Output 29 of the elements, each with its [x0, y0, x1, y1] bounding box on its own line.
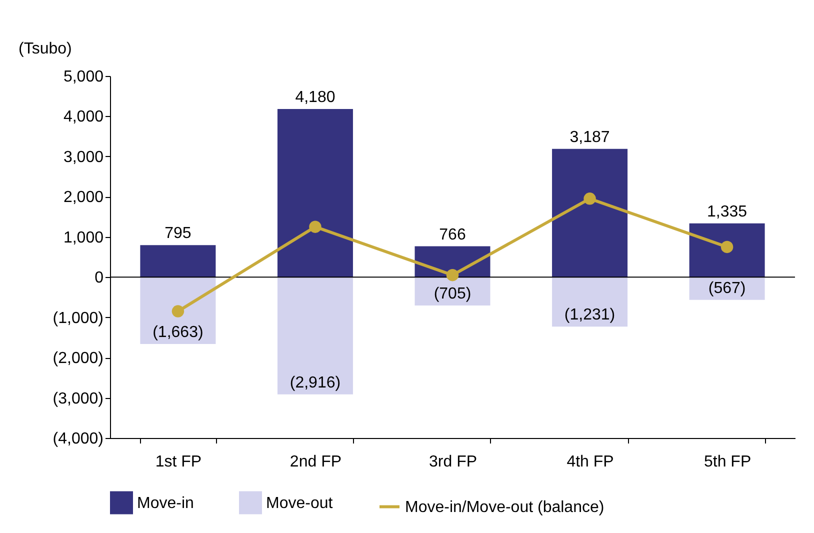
y-tick-label: 3,000	[63, 148, 104, 166]
y-axis-title: (Tsubo)	[18, 40, 72, 58]
y-tick-label: 4,000	[63, 108, 104, 126]
data-label: (2,916)	[290, 374, 341, 392]
legend-label: Move-in	[137, 494, 194, 512]
y-tick-label: 0	[94, 270, 104, 287]
x-tick-label: 1st FP	[155, 454, 202, 470]
x-tick-label: 3rd FP	[428, 454, 478, 470]
y-tick-label: 1,000	[63, 229, 104, 246]
x-tick-label: 4th FP	[566, 454, 614, 470]
x-tick-label: 2nd FP	[290, 454, 342, 470]
y-tick-label: (3,000)	[52, 390, 104, 408]
x-tick-label: 5th FP	[704, 454, 752, 470]
data-label: (1,663)	[152, 324, 204, 341]
y-tick-label: (1,000)	[52, 310, 104, 327]
legend-label: Move-in/Move-out (balance)	[405, 498, 604, 516]
data-label: 795	[164, 225, 192, 242]
data-label: 4,180	[295, 88, 336, 106]
data-label: 766	[439, 226, 466, 244]
data-label: 1,335	[707, 203, 748, 220]
data-label: 3,187	[570, 128, 610, 146]
data-label: (567)	[708, 280, 746, 297]
y-tick-label: (4,000)	[52, 430, 104, 448]
y-tick-label: 2,000	[63, 189, 104, 206]
y-tick-label: (2,000)	[52, 350, 104, 368]
legend-label: Move-out	[266, 494, 334, 512]
data-label: (705)	[434, 285, 472, 302]
y-tick-label: 5,000	[63, 68, 104, 86]
data-label: (1,231)	[564, 306, 616, 324]
